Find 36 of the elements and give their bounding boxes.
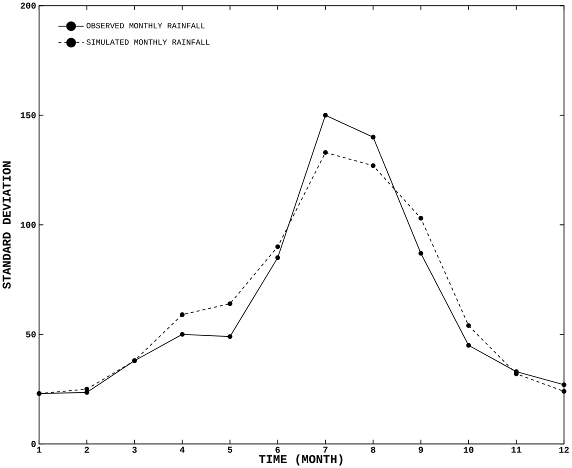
x-tick-label: 1 — [37, 446, 42, 453]
x-tick-label: 5 — [228, 446, 232, 453]
y-tick-label: 200 — [20, 2, 36, 9]
y-tick-label: 150 — [20, 112, 36, 118]
point — [228, 334, 232, 339]
point — [180, 312, 185, 317]
x-tick-label: 8 — [370, 446, 376, 453]
point — [466, 342, 471, 348]
x-tick-label: 7 — [323, 446, 328, 453]
point — [180, 332, 185, 337]
point — [323, 150, 328, 155]
x-tick-label: 4 — [180, 446, 185, 453]
point — [228, 301, 232, 306]
x-tick-label: 10 — [464, 446, 474, 453]
x-axis-title: TIME (MONTH) — [259, 454, 342, 466]
point — [418, 216, 424, 221]
point — [323, 112, 328, 118]
point — [84, 386, 90, 392]
point — [275, 244, 280, 250]
x-tick-label: 12 — [559, 446, 569, 453]
y-axis-title: STANDARD DEVIATION — [2, 161, 11, 289]
x-tick-label: 2 — [84, 446, 89, 453]
x-tick-label: 3 — [132, 446, 137, 453]
point — [418, 250, 424, 256]
point — [562, 382, 566, 388]
y-tick-label: 0 — [31, 440, 36, 447]
x-tick-label: 11 — [512, 446, 522, 453]
x-tick-label: 6 — [276, 446, 280, 453]
point — [275, 255, 280, 260]
point — [370, 134, 376, 140]
x-tick-label: 9 — [418, 446, 423, 453]
point — [370, 163, 376, 168]
y-tick-label: 100 — [20, 222, 36, 228]
y-tick-label: 50 — [26, 331, 36, 338]
point — [466, 323, 471, 328]
point — [562, 388, 566, 394]
